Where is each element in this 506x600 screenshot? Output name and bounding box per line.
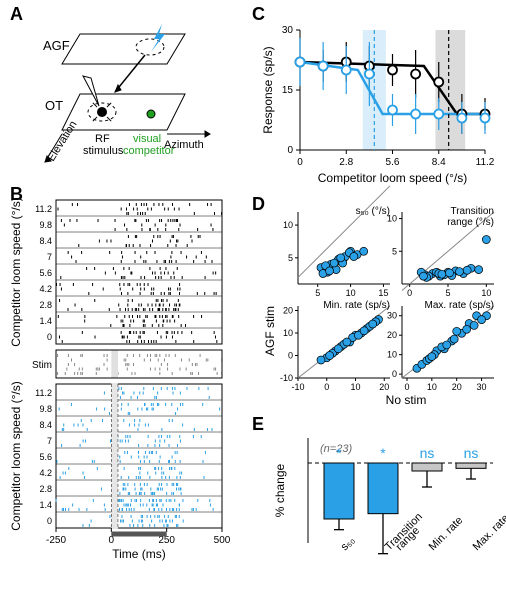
svg-text:7: 7: [47, 436, 52, 446]
svg-text:0: 0: [392, 369, 397, 379]
svg-text:11.2: 11.2: [35, 388, 52, 398]
svg-text:30: 30: [387, 311, 397, 321]
svg-text:stimulus: stimulus: [83, 145, 124, 157]
svg-text:s₅₀: s₅₀: [339, 534, 358, 553]
svg-text:11.2: 11.2: [476, 157, 495, 168]
figure: { "panels":{ "A":{"letter":"A","agf":"AG…: [0, 0, 506, 600]
svg-text:9.8: 9.8: [39, 404, 52, 414]
svg-text:A: A: [10, 4, 23, 24]
svg-text:-10: -10: [280, 373, 293, 383]
svg-text:ns: ns: [464, 445, 479, 461]
svg-text:No stim: No stim: [386, 393, 427, 407]
svg-text:-10: -10: [291, 382, 304, 392]
svg-text:0: 0: [47, 332, 52, 342]
svg-text:E: E: [252, 414, 264, 434]
svg-text:OT: OT: [45, 98, 63, 113]
svg-text:0: 0: [324, 382, 329, 392]
svg-text:10: 10: [283, 328, 293, 338]
svg-text:0: 0: [47, 516, 52, 526]
svg-text:4.2: 4.2: [39, 284, 52, 294]
svg-text:1.4: 1.4: [39, 316, 52, 326]
svg-text:5: 5: [315, 288, 320, 298]
svg-text:ns: ns: [420, 445, 435, 461]
svg-text:1.4: 1.4: [39, 500, 52, 510]
svg-text:0: 0: [288, 351, 293, 361]
svg-text:Azimuth: Azimuth: [164, 139, 204, 151]
svg-text:30: 30: [282, 25, 294, 36]
svg-text:RF: RF: [95, 133, 110, 145]
svg-text:Elevation: Elevation: [45, 119, 79, 164]
svg-text:2.8: 2.8: [339, 157, 353, 168]
svg-text:250: 250: [158, 535, 175, 546]
svg-text:4.2: 4.2: [39, 468, 52, 478]
svg-text:5.6: 5.6: [386, 157, 400, 168]
svg-text:10: 10: [283, 220, 293, 230]
svg-text:0: 0: [287, 145, 293, 156]
svg-text:*: *: [380, 445, 386, 461]
svg-text:*: *: [336, 445, 342, 461]
svg-text:2.8: 2.8: [39, 300, 52, 310]
svg-text:-250: -250: [46, 535, 66, 546]
svg-text:0: 0: [109, 535, 115, 546]
svg-text:D: D: [252, 194, 265, 214]
svg-text:visual: visual: [133, 133, 161, 145]
svg-text:2.8: 2.8: [39, 484, 52, 494]
svg-text:10: 10: [350, 382, 360, 392]
svg-text:10: 10: [346, 288, 356, 298]
svg-text:Max. rate: Max. rate: [471, 512, 506, 553]
svg-text:Max. rate (sp/s): Max. rate (sp/s): [425, 300, 494, 311]
svg-text:Min. rate (sp/s): Min. rate (sp/s): [323, 300, 390, 311]
svg-text:Competitor loom speed (°/s): Competitor loom speed (°/s): [318, 171, 468, 185]
svg-text:15: 15: [282, 85, 294, 96]
svg-text:AGF: AGF: [43, 38, 70, 53]
svg-text:Transition: Transition: [450, 206, 494, 217]
svg-text:10: 10: [481, 288, 491, 298]
svg-text:8.4: 8.4: [39, 420, 52, 430]
svg-text:9.8: 9.8: [39, 220, 52, 230]
svg-text:5: 5: [392, 246, 397, 256]
svg-text:C: C: [252, 4, 265, 24]
svg-text:5.6: 5.6: [39, 268, 52, 278]
svg-text:20: 20: [283, 306, 293, 316]
svg-text:Time (ms): Time (ms): [112, 547, 166, 561]
svg-text:10: 10: [387, 214, 397, 224]
svg-text:AGF stim: AGF stim: [263, 306, 277, 356]
svg-text:range (°/s): range (°/s): [447, 217, 494, 228]
svg-text:15: 15: [378, 288, 388, 298]
svg-text:Response (sp/s): Response (sp/s): [261, 46, 275, 133]
svg-text:Competitor loom speed (°/s): Competitor loom speed (°/s): [9, 197, 23, 347]
svg-text:0: 0: [297, 157, 303, 168]
svg-text:Competitor loom speed (°/s): Competitor loom speed (°/s): [9, 381, 23, 531]
figure-svg: AAGFOTRFstimulusvisualcompetitorAzimuthE…: [0, 0, 506, 600]
svg-text:0: 0: [404, 382, 409, 392]
svg-text:20: 20: [452, 382, 462, 392]
svg-text:% change: % change: [273, 463, 287, 517]
svg-text:0: 0: [407, 288, 412, 298]
svg-text:10: 10: [387, 350, 397, 360]
svg-text:30: 30: [477, 382, 487, 392]
svg-text:7: 7: [47, 252, 52, 262]
svg-text:8.4: 8.4: [432, 157, 446, 168]
svg-text:8.4: 8.4: [39, 236, 52, 246]
svg-text:Stim: Stim: [32, 360, 52, 371]
svg-text:5: 5: [445, 288, 450, 298]
svg-text:500: 500: [214, 535, 231, 546]
svg-text:Min. rate: Min. rate: [427, 514, 466, 553]
svg-text:s₅₀ (°/s): s₅₀ (°/s): [356, 206, 390, 217]
svg-text:5: 5: [288, 253, 293, 263]
svg-text:11.2: 11.2: [35, 204, 52, 214]
svg-text:20: 20: [387, 330, 397, 340]
svg-text:20: 20: [379, 382, 389, 392]
svg-text:5.6: 5.6: [39, 452, 52, 462]
svg-text:10: 10: [427, 382, 437, 392]
